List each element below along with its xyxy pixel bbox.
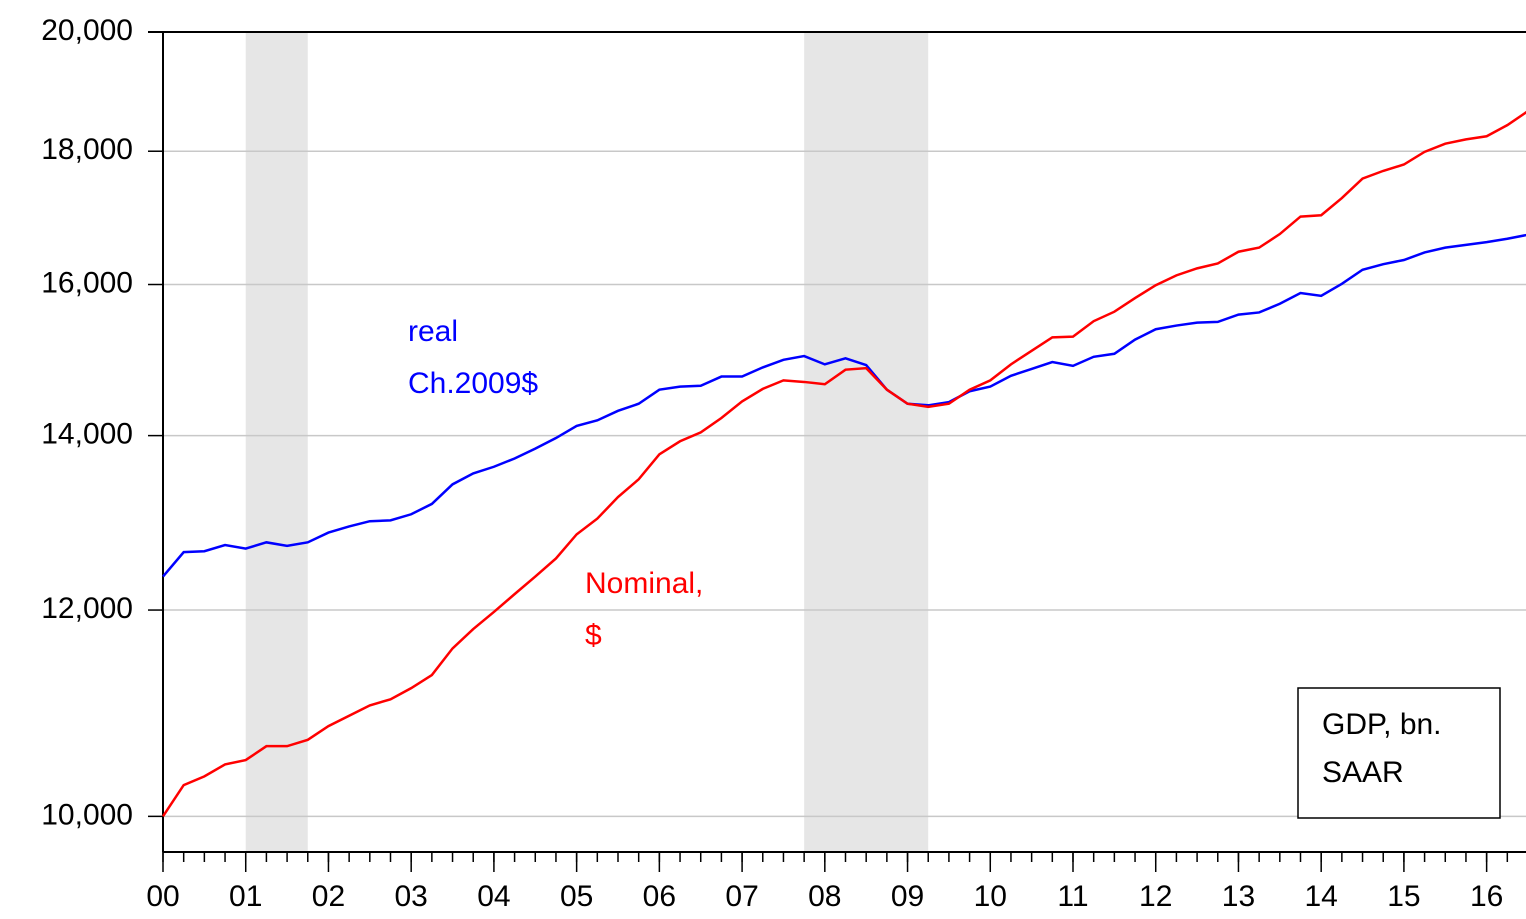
annotation: Nominal, xyxy=(585,567,703,600)
x-tick-label: 14 xyxy=(1304,880,1337,913)
y-tick-label: 18,000 xyxy=(41,133,133,166)
x-tick-label: 01 xyxy=(229,880,262,913)
series-line xyxy=(162,233,1526,578)
y-tick-label: 16,000 xyxy=(41,266,133,299)
series-line xyxy=(161,110,1526,818)
x-tick-label: 12 xyxy=(1139,880,1172,913)
note-box xyxy=(1297,687,1501,819)
y-tick-label: 20,000 xyxy=(41,14,133,47)
x-tick-label: 08 xyxy=(808,880,841,913)
y-tick-label: 10,000 xyxy=(41,798,133,831)
annotation: real xyxy=(408,315,458,348)
x-tick-label: 02 xyxy=(312,880,345,913)
x-tick-label: 09 xyxy=(891,880,924,913)
x-tick-label: 03 xyxy=(394,880,427,913)
x-tick-label: 06 xyxy=(643,880,676,913)
x-tick-label: 00 xyxy=(146,880,179,913)
note-text: SAAR xyxy=(1322,756,1404,789)
x-tick-label: 04 xyxy=(477,880,510,913)
x-tick-label: 11 xyxy=(1057,880,1088,913)
x-tick-label: 15 xyxy=(1387,880,1420,913)
x-tick-label: 05 xyxy=(560,880,593,913)
note-text: GDP, bn. xyxy=(1322,708,1442,741)
x-tick-label: 16 xyxy=(1470,880,1503,913)
x-tick-label: 10 xyxy=(974,880,1007,913)
annotation: Ch.2009$ xyxy=(408,367,538,400)
y-tick-label: 14,000 xyxy=(41,418,133,451)
annotation: $ xyxy=(585,619,602,652)
x-tick-label: 07 xyxy=(725,880,758,913)
recession-shade xyxy=(245,32,308,852)
y-tick-label: 12,000 xyxy=(41,592,133,625)
x-tick-label: 13 xyxy=(1222,880,1255,913)
recession-shade xyxy=(804,32,929,852)
